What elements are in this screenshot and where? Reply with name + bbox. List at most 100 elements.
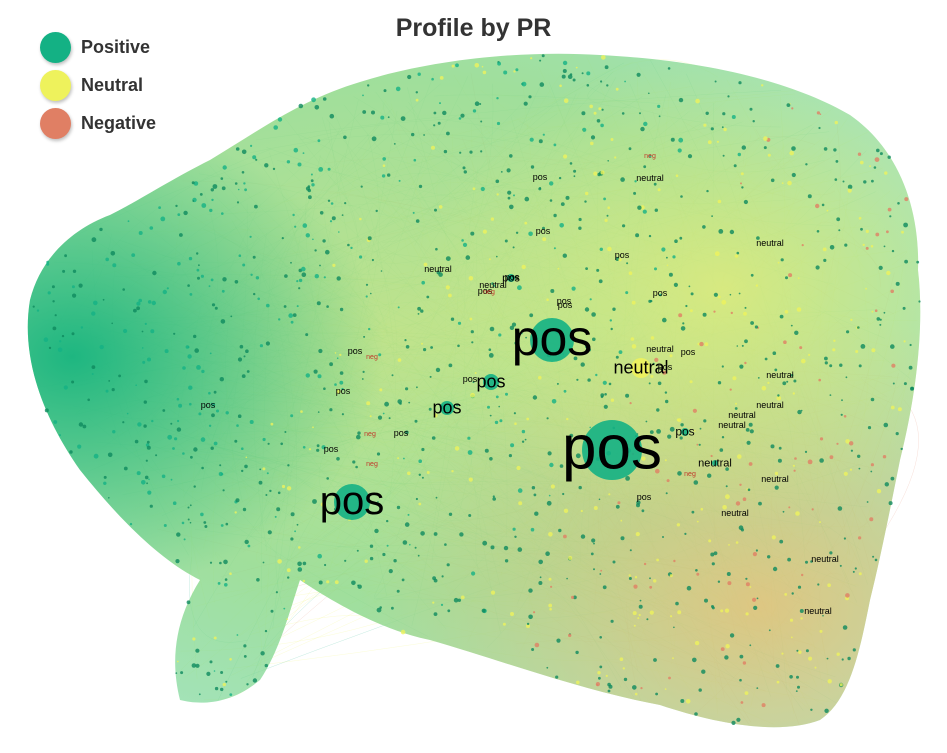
graph-node [283,305,287,308]
graph-node [738,81,742,85]
graph-node [186,600,191,605]
graph-node [635,233,640,238]
graph-node [823,147,828,151]
graph-node [305,333,309,337]
graph-node [593,506,598,510]
graph-node [137,422,142,427]
graph-node [891,249,895,253]
graph-node [858,572,862,576]
graph-node [717,295,721,299]
graph-node [203,521,207,524]
graph-node [837,506,843,511]
graph-node [259,468,262,471]
graph-node [891,363,896,368]
graph-node [649,610,654,615]
hub-label: neutral [698,457,732,469]
graph-node [408,401,411,404]
graph-node [82,424,87,429]
graph-node [201,466,204,470]
node-label: neutral [636,173,664,183]
graph-node [829,364,833,368]
graph-node [744,361,747,365]
graph-node [710,552,715,557]
graph-node [745,577,748,580]
graph-node [286,160,291,164]
graph-node [573,356,578,361]
graph-node [719,448,724,452]
graph-node [463,170,467,174]
graph-node [816,230,820,233]
graph-node [596,268,600,272]
graph-node [480,186,485,192]
node-label: pos [336,386,351,396]
graph-node [520,332,523,335]
graph-node [488,353,494,358]
graph-node [890,289,894,294]
graph-node [206,671,211,677]
graph-node [539,576,542,579]
graph-node [548,532,553,537]
graph-node [528,588,533,593]
graph-node [284,274,288,278]
graph-node [721,126,724,129]
graph-node [600,569,603,572]
graph-node [264,163,269,168]
graph-node [112,263,117,268]
graph-node [521,429,526,434]
graph-node [297,162,302,167]
node-label: pos [681,347,696,357]
graph-node [216,409,219,413]
graph-node [141,330,144,333]
graph-node [253,292,256,296]
graph-node [795,511,800,516]
graph-node [531,648,535,651]
graph-node [433,612,438,616]
graph-node [222,277,227,282]
graph-cloud-left [27,53,921,728]
graph-node [36,309,40,312]
graph-node [744,691,749,695]
graph-node [129,522,133,526]
graph-node [756,687,759,689]
graph-node [841,399,843,402]
graph-node [311,97,316,103]
graph-node [297,561,302,567]
graph-node [692,657,697,663]
graph-node [576,680,580,685]
graph-node [341,387,344,391]
graph-node [229,572,232,575]
graph-node [200,437,206,442]
graph-node [415,497,418,501]
graph-node [187,354,192,359]
graph-node [854,567,857,570]
graph-node [677,148,682,153]
graph-node [503,545,509,551]
graph-node [650,336,655,340]
node-label: pos [637,492,652,502]
graph-node [561,74,566,79]
graph-node [904,259,908,264]
graph-node [397,306,400,309]
graph-node [601,108,604,111]
graph-node [744,339,748,344]
graph-node [767,153,771,157]
graph-node [484,448,489,453]
graph-node [752,552,758,557]
graph-node [829,394,832,396]
hub-label: pos [502,272,520,284]
graph-node [290,512,295,517]
graph-node [549,607,552,611]
graph-node [863,180,867,184]
graph-node [768,629,771,632]
graph-node [305,373,310,378]
graph-node [571,286,576,291]
graph-node [298,103,304,109]
graph-node [144,475,149,480]
graph-node [421,476,424,479]
graph-node [161,474,166,479]
graph-node [382,412,385,415]
graph-node [241,149,247,155]
graph-node [192,200,195,202]
graph-node [151,300,156,306]
graph-node [314,105,320,110]
